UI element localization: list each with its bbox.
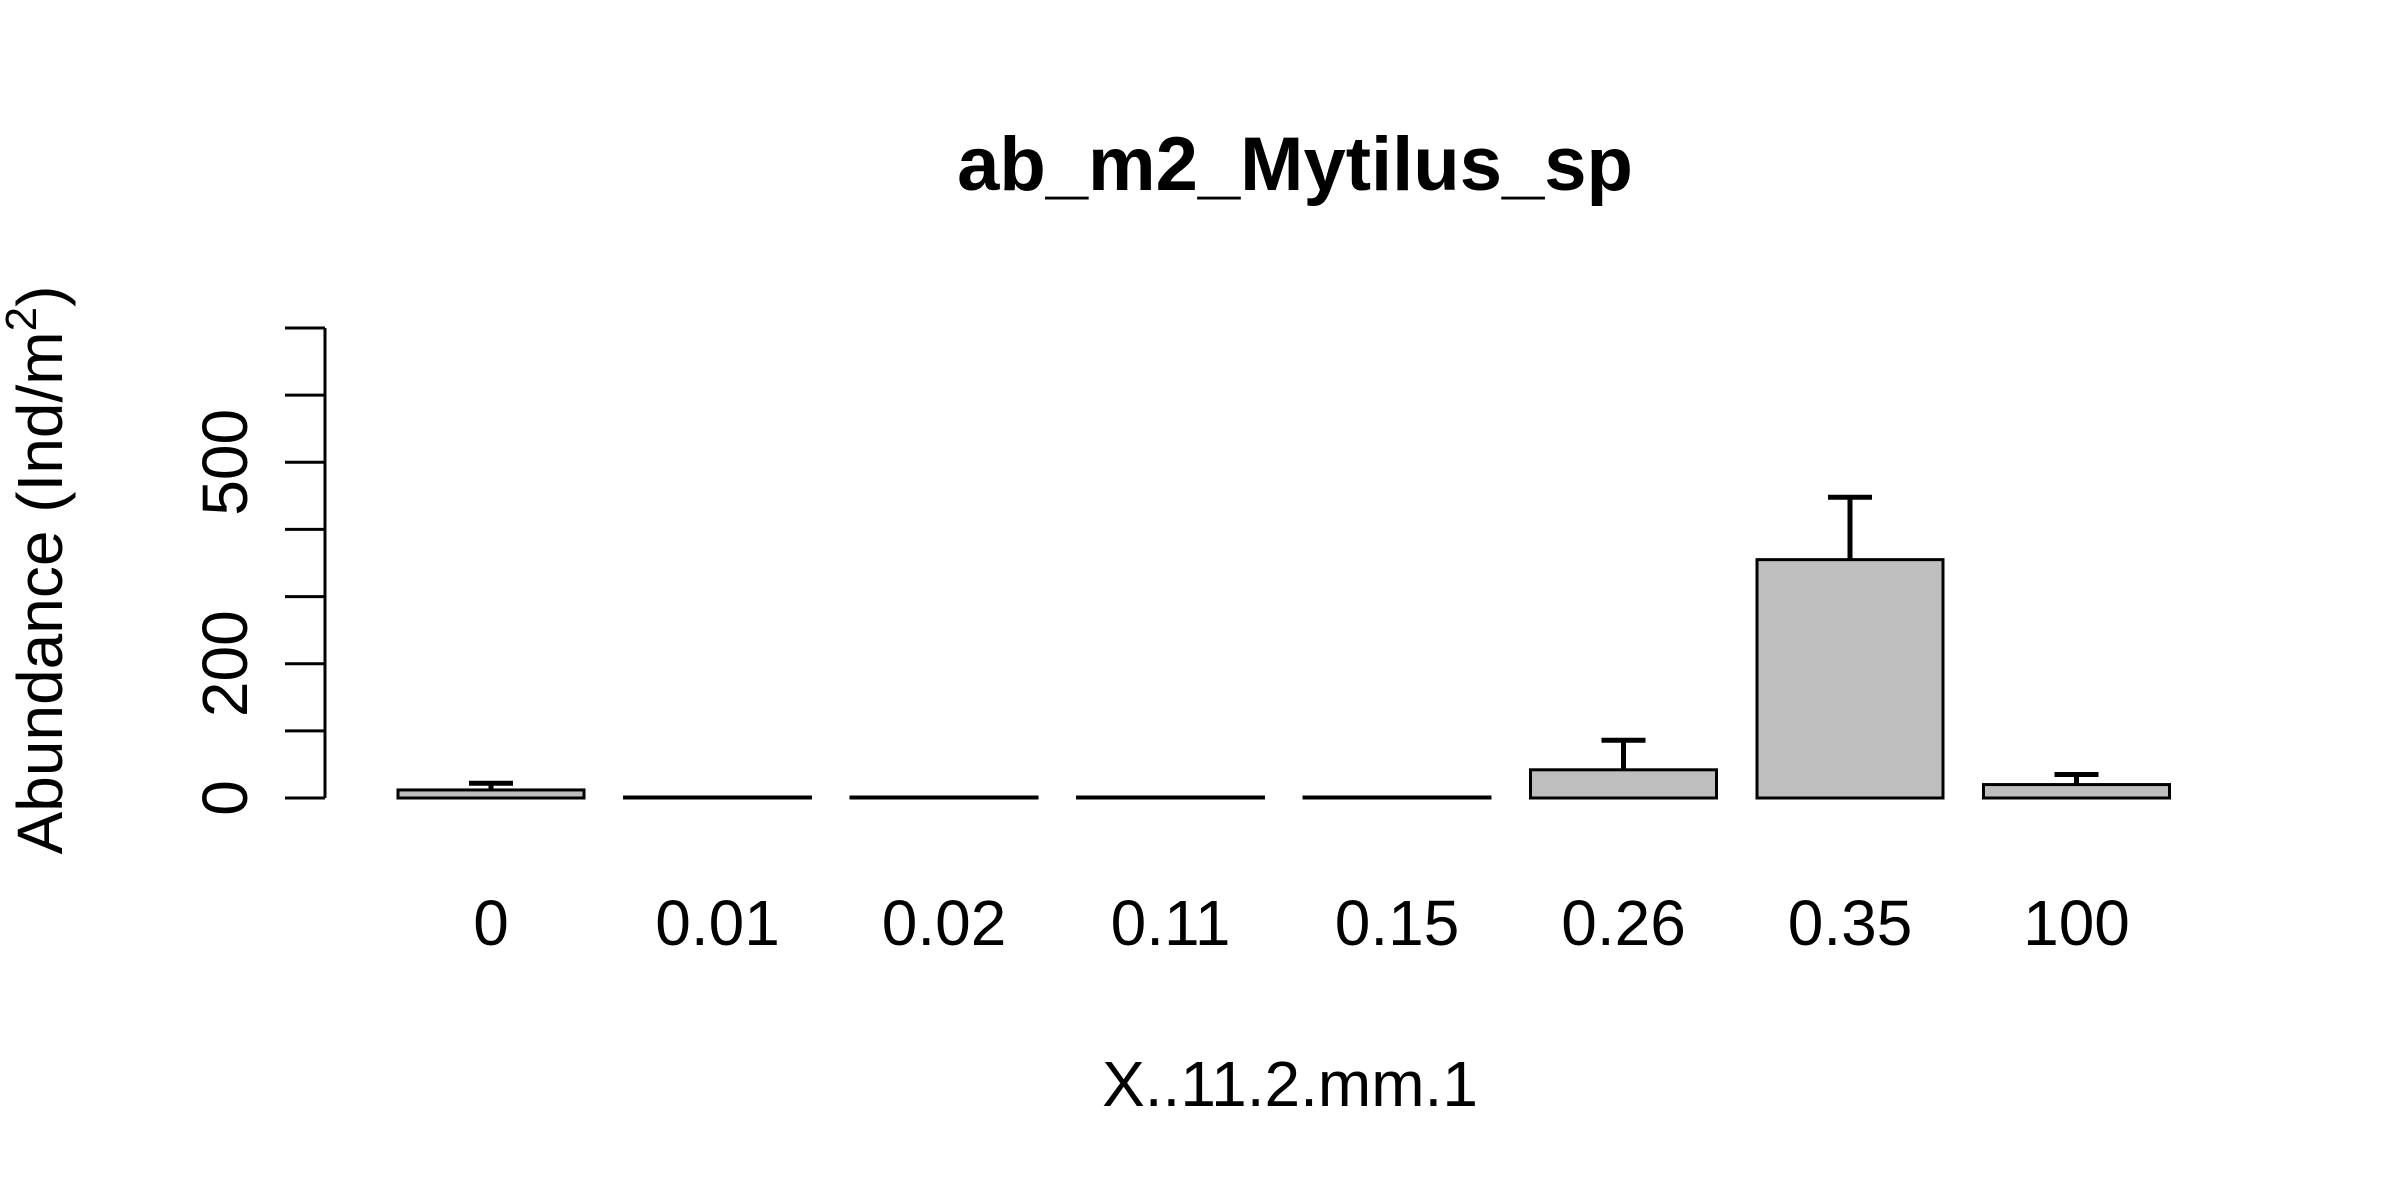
- bar: [1755, 558, 1945, 800]
- x-tick-label: 0.02: [882, 887, 1007, 959]
- bar: [1982, 783, 2171, 800]
- y-axis-label: Abundance (Ind/m2): [0, 286, 76, 855]
- bars: [396, 558, 2171, 800]
- y-axis: 0 200 500: [189, 326, 327, 816]
- x-tick-label: 0: [473, 887, 509, 959]
- x-tick-label: 0.26: [1561, 887, 1686, 959]
- y-axis-label-superscript: 2: [0, 307, 46, 331]
- y-tick-label: 500: [189, 409, 261, 516]
- x-axis-label: X..11.2.mm.1: [1102, 1048, 1478, 1120]
- x-tick-label: 0.01: [655, 887, 780, 959]
- error-bars: [469, 494, 2099, 798]
- x-tick-labels: 0 0.01 0.02 0.11 0.15 0.26 0.35 100: [473, 887, 2130, 959]
- bar: [396, 788, 586, 800]
- bar: [1529, 768, 1718, 800]
- chart-title: ab_m2_Mytilus_sp: [957, 122, 1633, 207]
- x-tick-label: 0.15: [1335, 887, 1460, 959]
- y-axis-label-main: Abundance (Ind/m: [4, 331, 76, 854]
- y-axis-label-close: ): [4, 286, 76, 307]
- x-tick-label: 0.11: [1111, 887, 1231, 959]
- x-tick-label: 0.35: [1788, 887, 1913, 959]
- x-tick-label: 100: [2023, 887, 2130, 959]
- y-tick-label: 0: [189, 780, 261, 816]
- y-tick-label: 200: [189, 610, 261, 717]
